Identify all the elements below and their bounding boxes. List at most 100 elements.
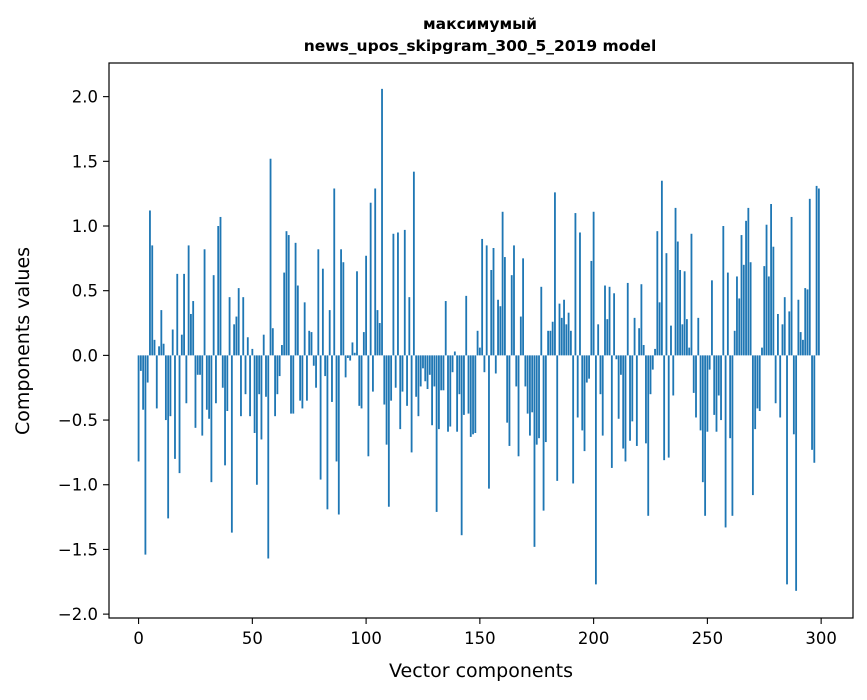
bar — [328, 310, 331, 356]
bar — [622, 355, 625, 449]
bar — [551, 321, 554, 356]
y-axis-label: Components values — [12, 247, 34, 435]
bar — [674, 207, 677, 356]
bar — [508, 355, 511, 446]
x-axis-ticks: 0 50 100 150 200 250 300 — [133, 618, 837, 648]
bar — [717, 355, 720, 396]
bar — [485, 245, 488, 356]
bar — [524, 355, 527, 387]
bar — [606, 319, 609, 356]
bar — [217, 226, 220, 356]
x-tick-label: 150 — [464, 629, 496, 648]
y-tick-label: −2.0 — [58, 605, 98, 624]
bar — [149, 210, 151, 356]
bar — [235, 316, 238, 356]
bar — [620, 355, 622, 375]
bar — [795, 355, 798, 591]
bar — [695, 355, 697, 418]
bar — [381, 88, 383, 356]
y-tick-label: 1.5 — [72, 152, 98, 171]
bar — [362, 332, 365, 356]
bar — [372, 355, 374, 392]
bar — [738, 298, 741, 356]
bar — [567, 312, 570, 356]
bar — [285, 231, 288, 356]
bar — [210, 355, 213, 483]
bar — [317, 249, 320, 356]
bar — [597, 324, 600, 356]
bar — [676, 241, 679, 356]
bar — [171, 329, 174, 356]
bar — [412, 171, 415, 356]
bar — [692, 355, 695, 393]
bar — [663, 355, 666, 461]
bar — [351, 342, 354, 356]
bar — [271, 328, 274, 356]
bar — [488, 355, 490, 489]
bar — [503, 257, 506, 356]
bar — [811, 355, 813, 450]
plot-area-frame — [108, 62, 854, 619]
bar — [367, 355, 370, 457]
x-tick-label: 250 — [692, 629, 724, 648]
bar — [385, 355, 388, 445]
bar — [274, 355, 276, 417]
bar — [258, 355, 261, 395]
bar — [670, 325, 672, 356]
bar — [410, 355, 413, 453]
bar — [155, 355, 158, 409]
bar — [399, 355, 402, 430]
bar — [440, 355, 443, 391]
bar — [422, 355, 424, 369]
bar — [526, 355, 529, 414]
bar — [281, 345, 283, 356]
bar — [360, 355, 363, 409]
bar — [808, 198, 811, 356]
bar — [333, 188, 336, 356]
bar — [722, 226, 725, 356]
bar — [506, 355, 509, 423]
bar — [790, 216, 793, 356]
bar — [711, 280, 713, 356]
bar — [745, 220, 747, 356]
bar — [633, 317, 636, 356]
bar — [299, 355, 302, 401]
bar — [169, 355, 172, 417]
bar — [451, 355, 454, 373]
bar — [638, 328, 641, 356]
bar — [174, 355, 176, 459]
bar — [635, 355, 638, 446]
bar — [160, 310, 163, 356]
bar — [767, 276, 770, 356]
bar — [583, 355, 586, 452]
bar — [260, 355, 263, 440]
y-tick-label: 0.0 — [72, 346, 98, 365]
bar — [758, 355, 761, 412]
bar — [306, 355, 308, 401]
bar — [183, 273, 185, 356]
bar — [226, 355, 229, 412]
bar — [713, 355, 716, 415]
bar — [581, 355, 584, 431]
bar — [608, 286, 611, 356]
bar — [397, 232, 399, 356]
bar — [426, 355, 429, 390]
bar — [467, 355, 470, 414]
bar — [435, 355, 438, 512]
bar — [585, 355, 588, 383]
bar — [724, 355, 727, 528]
bar — [792, 355, 795, 435]
bar — [547, 330, 550, 356]
bar — [240, 355, 242, 417]
x-tick-label: 0 — [133, 629, 144, 648]
bar — [403, 229, 406, 356]
bar — [594, 355, 597, 585]
bar — [401, 355, 404, 392]
bar — [246, 337, 249, 356]
bar — [599, 355, 602, 395]
bar — [531, 355, 534, 413]
bar — [180, 334, 183, 356]
x-tick-label: 200 — [578, 629, 610, 648]
bar — [460, 355, 463, 536]
bar — [681, 324, 684, 356]
